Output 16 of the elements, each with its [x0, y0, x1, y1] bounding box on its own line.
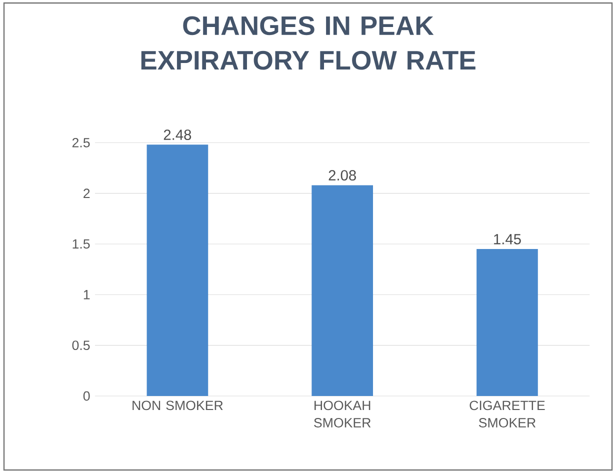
data-label: 2.08: [328, 170, 356, 181]
y-tick-label: 1.5: [72, 239, 90, 249]
y-tick-label: 2.5: [72, 138, 90, 148]
y-tick-label: 2: [84, 188, 90, 198]
data-label: 2.48: [164, 130, 192, 140]
bar: [146, 144, 208, 396]
bar: [476, 249, 538, 396]
chart-title: CHANGES IN PEAK EXPIRATORY FLOW RATE: [141, 16, 476, 70]
data-label: 1.45: [494, 234, 521, 244]
y-tick-label: 0.5: [72, 340, 90, 350]
y-tick-label: 0: [83, 391, 90, 401]
x-tick-label: CIGARETTE SMOKER: [470, 400, 545, 428]
x-tick-label: HOOKAH SMOKER: [314, 400, 371, 428]
y-tick-label: 1: [84, 290, 90, 300]
x-tick-label: NON SMOKER: [132, 400, 223, 410]
bar: [312, 185, 374, 396]
